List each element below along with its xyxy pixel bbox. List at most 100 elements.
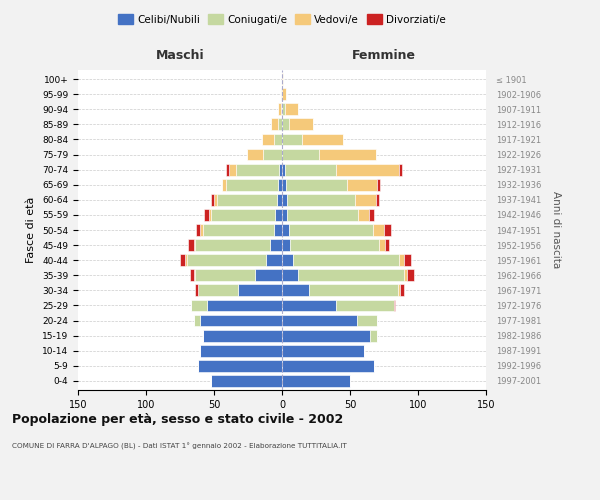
Bar: [285, 104, 298, 115]
Bar: [282, 360, 374, 372]
Bar: [309, 284, 398, 296]
Bar: [266, 254, 282, 266]
Bar: [209, 209, 211, 221]
Bar: [287, 209, 358, 221]
Bar: [200, 314, 282, 326]
Bar: [222, 179, 226, 190]
Bar: [226, 164, 229, 175]
Bar: [282, 345, 364, 356]
Bar: [200, 224, 203, 236]
Bar: [282, 148, 319, 160]
Y-axis label: Fasce di età: Fasce di età: [26, 197, 37, 263]
Bar: [236, 164, 279, 175]
Bar: [404, 270, 407, 281]
Text: Femmine: Femmine: [352, 50, 416, 62]
Text: Maschi: Maschi: [155, 50, 205, 62]
Bar: [373, 224, 384, 236]
Bar: [278, 179, 282, 190]
Bar: [282, 239, 290, 251]
Bar: [369, 209, 374, 221]
Bar: [180, 254, 185, 266]
Bar: [211, 209, 275, 221]
Bar: [282, 314, 357, 326]
Bar: [370, 330, 377, 342]
Bar: [247, 148, 263, 160]
Bar: [195, 239, 270, 251]
Bar: [282, 330, 370, 342]
Bar: [203, 224, 274, 236]
Bar: [238, 284, 282, 296]
Bar: [282, 270, 298, 281]
Bar: [226, 179, 278, 190]
Bar: [270, 239, 282, 251]
Bar: [255, 270, 282, 281]
Bar: [203, 330, 282, 342]
Bar: [379, 239, 385, 251]
Bar: [282, 118, 289, 130]
Bar: [337, 164, 399, 175]
Y-axis label: Anni di nascita: Anni di nascita: [551, 192, 560, 268]
Bar: [279, 164, 282, 175]
Bar: [358, 209, 369, 221]
Bar: [195, 284, 197, 296]
Bar: [394, 300, 395, 312]
Bar: [290, 239, 379, 251]
Bar: [282, 224, 289, 236]
Bar: [400, 284, 404, 296]
Bar: [274, 224, 282, 236]
Bar: [287, 194, 355, 205]
Bar: [289, 118, 313, 130]
Bar: [200, 345, 282, 356]
Legend: Celibi/Nubili, Coniugati/e, Vedovi/e, Divorziati/e: Celibi/Nubili, Coniugati/e, Vedovi/e, Di…: [114, 10, 450, 29]
Bar: [282, 104, 285, 115]
Bar: [319, 148, 376, 160]
Bar: [282, 73, 283, 85]
Bar: [282, 300, 337, 312]
Bar: [271, 118, 278, 130]
Bar: [282, 284, 309, 296]
Bar: [194, 239, 195, 251]
Bar: [188, 239, 194, 251]
Bar: [377, 179, 380, 190]
Bar: [282, 134, 302, 145]
Bar: [286, 179, 347, 190]
Bar: [191, 300, 207, 312]
Bar: [385, 239, 389, 251]
Bar: [185, 254, 187, 266]
Bar: [285, 164, 337, 175]
Bar: [282, 179, 286, 190]
Bar: [281, 104, 282, 115]
Text: Popolazione per età, sesso e stato civile - 2002: Popolazione per età, sesso e stato civil…: [12, 412, 343, 426]
Bar: [347, 179, 377, 190]
Bar: [282, 375, 350, 387]
Bar: [281, 88, 282, 100]
Bar: [274, 134, 282, 145]
Bar: [197, 284, 238, 296]
Bar: [302, 134, 343, 145]
Bar: [187, 254, 266, 266]
Bar: [398, 284, 400, 296]
Bar: [404, 254, 411, 266]
Bar: [376, 194, 379, 205]
Bar: [289, 224, 373, 236]
Bar: [282, 209, 287, 221]
Bar: [298, 270, 404, 281]
Bar: [205, 209, 209, 221]
Bar: [217, 194, 277, 205]
Bar: [282, 254, 293, 266]
Bar: [407, 270, 414, 281]
Bar: [207, 300, 282, 312]
Bar: [196, 224, 200, 236]
Bar: [357, 314, 377, 326]
Bar: [195, 270, 255, 281]
Bar: [293, 254, 399, 266]
Bar: [214, 194, 217, 205]
Bar: [263, 148, 282, 160]
Bar: [197, 360, 282, 372]
Bar: [278, 104, 281, 115]
Bar: [194, 270, 195, 281]
Bar: [399, 164, 401, 175]
Bar: [278, 118, 282, 130]
Bar: [190, 270, 194, 281]
Text: COMUNE DI FARRA D'ALPAGO (BL) - Dati ISTAT 1° gennaio 2002 - Elaborazione TUTTIT: COMUNE DI FARRA D'ALPAGO (BL) - Dati IST…: [12, 442, 347, 450]
